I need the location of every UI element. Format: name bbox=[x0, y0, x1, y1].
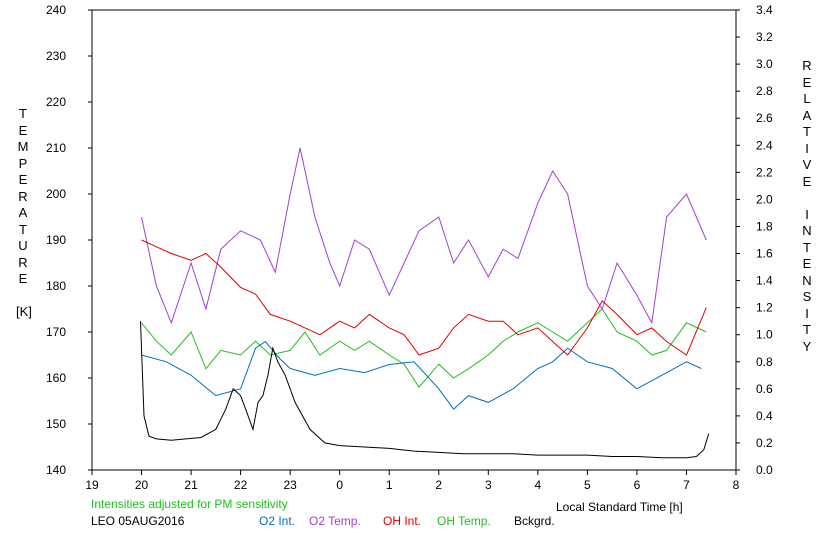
series-line-bckgrd bbox=[140, 321, 710, 459]
legend-oh-temp: OH Temp. bbox=[437, 514, 491, 528]
y-tick-label: 200 bbox=[46, 187, 66, 201]
y2-tick-label: 3.2 bbox=[756, 30, 773, 44]
y2label-text: R E L A T I V E I N T E N S I T Y bbox=[802, 58, 812, 354]
y-tick-label: 210 bbox=[46, 141, 66, 155]
legend-oh-int: OH Int. bbox=[383, 514, 422, 528]
y2-tick-label: 1.6 bbox=[756, 247, 773, 261]
x-tick-label: 20 bbox=[135, 478, 149, 492]
series-line-oh-temp bbox=[141, 308, 707, 389]
ylabel-text: T E M P E R A T U R E [K] bbox=[16, 106, 32, 319]
series-line-o2-int bbox=[141, 340, 702, 410]
station-date-label: LEO 05AUG2016 bbox=[91, 514, 185, 528]
legend-o2-int: O2 Int. bbox=[259, 514, 296, 528]
y-tick-label: 150 bbox=[46, 417, 66, 431]
axis-layer: 19 20 21 22 23 0 1 2 3 4 5 6 7 8140150160170180190200… bbox=[46, 3, 773, 492]
x-tick-label: 0 bbox=[336, 478, 343, 492]
y2-tick-label: 3.0 bbox=[756, 57, 773, 71]
y-tick-label: 170 bbox=[46, 325, 66, 339]
y-tick-label: 190 bbox=[46, 233, 66, 247]
x-tick-label: 4 bbox=[535, 478, 542, 492]
x-tick-label: 22 bbox=[234, 478, 248, 492]
x-tick-label: 6 bbox=[634, 478, 641, 492]
y2-tick-label: 0.0 bbox=[756, 463, 773, 477]
y2-tick-label: 0.8 bbox=[756, 355, 773, 369]
x-tick-label: 21 bbox=[184, 478, 198, 492]
y2-tick-label: 1.2 bbox=[756, 301, 773, 315]
y2-tick-label: 3.4 bbox=[756, 3, 773, 17]
y2-tick-label: 1.8 bbox=[756, 219, 773, 233]
series-line-o2-temp bbox=[141, 147, 707, 325]
x-tick-label: 23 bbox=[283, 478, 297, 492]
y-tick-label: 220 bbox=[46, 95, 66, 109]
y-axis-title-left: T E M P E R A T U R E [K] bbox=[16, 106, 32, 321]
y2-tick-label: 1.4 bbox=[756, 274, 773, 288]
y2-tick-label: 2.6 bbox=[756, 111, 773, 125]
legend-bckgrd: Bckgrd. bbox=[514, 514, 555, 528]
x-tick-label: 8 bbox=[733, 478, 740, 492]
series-line-oh-int bbox=[141, 239, 707, 356]
x-tick-label: 7 bbox=[683, 478, 690, 492]
y-tick-label: 230 bbox=[46, 49, 66, 63]
legend-o2-temp: O2 Temp. bbox=[309, 514, 361, 528]
y-tick-label: 180 bbox=[46, 279, 66, 293]
x-tick-label: 1 bbox=[386, 478, 393, 492]
y2-tick-label: 0.2 bbox=[756, 436, 773, 450]
y2-tick-label: 0.6 bbox=[756, 382, 773, 396]
y2-tick-label: 2.8 bbox=[756, 84, 773, 98]
y2-tick-label: 2.4 bbox=[756, 138, 773, 152]
y-axis-title-right: R E L A T I V E I N T E N S I T Y bbox=[800, 58, 814, 355]
x-tick-label: 19 bbox=[85, 478, 99, 492]
y2-tick-label: 2.0 bbox=[756, 192, 773, 206]
x-tick-label: 2 bbox=[435, 478, 442, 492]
plot-frame bbox=[91, 9, 737, 471]
y-tick-label: 160 bbox=[46, 371, 66, 385]
x-tick-label: 5 bbox=[584, 478, 591, 492]
y2-tick-label: 0.4 bbox=[756, 409, 773, 423]
pm-sensitivity-note: Intensities adjusted for PM sensitivity bbox=[91, 497, 288, 511]
series-layer bbox=[140, 147, 710, 459]
x-axis-title: Local Standard Time [h] bbox=[556, 500, 683, 514]
y-tick-label: 140 bbox=[46, 463, 66, 477]
x-tick-label: 3 bbox=[485, 478, 492, 492]
y2-tick-label: 1.0 bbox=[756, 328, 773, 342]
y-tick-label: 240 bbox=[46, 3, 66, 17]
y2-tick-label: 2.2 bbox=[756, 165, 773, 179]
